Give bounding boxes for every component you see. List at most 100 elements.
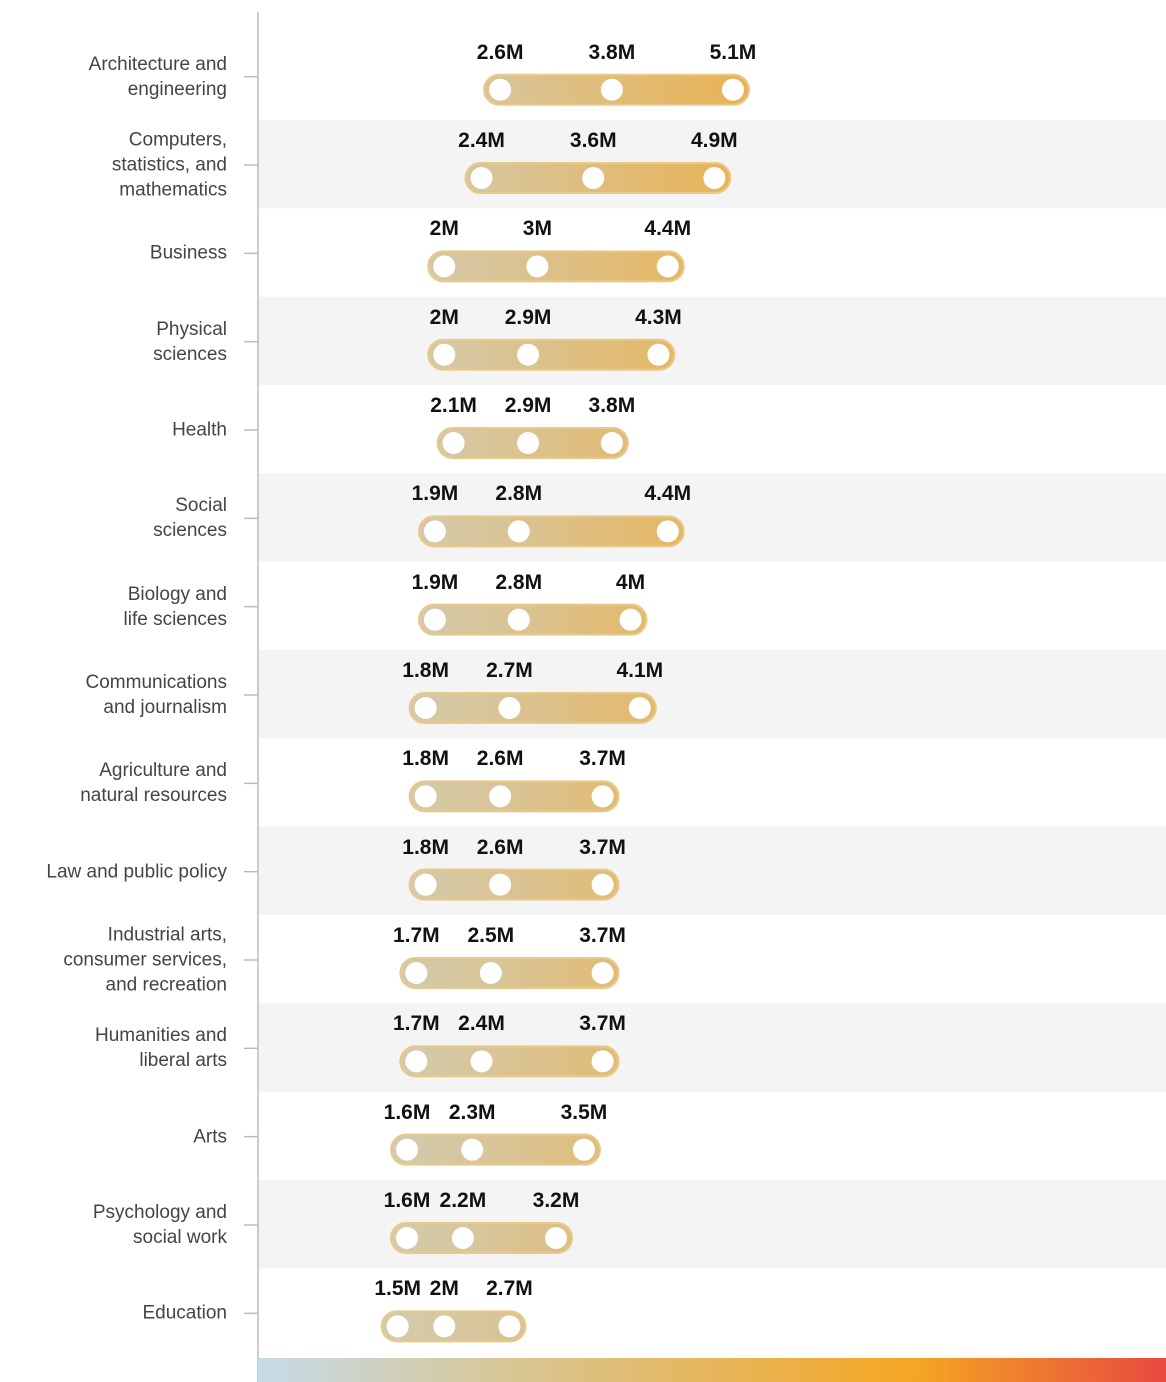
value-label: 4.9M <box>690 129 738 153</box>
range-track <box>427 338 676 371</box>
row-band <box>258 650 1166 739</box>
value-label: 2M <box>429 1277 459 1301</box>
value-label: 3.7M <box>579 1012 626 1036</box>
value-label: 1.6M <box>383 1100 431 1124</box>
dot <box>517 343 540 366</box>
dot <box>703 167 726 190</box>
value-label: 2.6M <box>476 835 524 859</box>
dot <box>433 343 456 366</box>
dot <box>600 78 623 101</box>
category-label: Law and public policy <box>46 861 227 883</box>
range-track <box>417 603 648 636</box>
dot <box>396 1226 419 1249</box>
category-label: Communications and journalism <box>85 672 228 718</box>
category-label: Industrial arts, consumer services, and … <box>63 924 227 996</box>
category-label: Computers, statistics, and mathematics <box>111 129 227 201</box>
value-label: 1.8M <box>402 835 449 859</box>
dot <box>414 697 437 720</box>
value-label: 3.8M <box>588 394 636 418</box>
value-label: 2.7M <box>486 1277 533 1301</box>
dot <box>489 785 512 808</box>
value-label: 1.6M <box>383 1188 431 1212</box>
dot <box>526 255 549 278</box>
range-track <box>390 1133 601 1166</box>
category-label: Social sciences <box>153 495 227 542</box>
category-label: Biology and life sciences <box>123 583 228 630</box>
value-label: 2.4M <box>458 1012 505 1036</box>
dot <box>433 1315 456 1338</box>
dot <box>628 697 651 720</box>
value-label: 2.2M <box>439 1188 487 1212</box>
range-track <box>408 868 620 901</box>
dot <box>405 962 428 984</box>
dot <box>498 1315 521 1338</box>
category-label: Agriculture and natural resources <box>80 760 227 807</box>
value-label: 2M <box>429 217 459 241</box>
value-label: 3.5M <box>560 1100 608 1124</box>
dot <box>647 343 670 366</box>
dot <box>572 1138 595 1161</box>
value-label: 3.7M <box>579 747 626 771</box>
category-label: Business <box>149 242 227 264</box>
dot <box>517 432 540 455</box>
dot <box>498 697 521 720</box>
dot <box>656 520 679 543</box>
dot <box>591 1050 614 1073</box>
value-label: 2M <box>429 305 459 329</box>
value-label: 2.8M <box>495 570 543 594</box>
dot <box>414 785 437 808</box>
value-label: 3.7M <box>579 835 626 859</box>
gradient-bar <box>258 1358 1166 1382</box>
value-label: 2.6M <box>476 747 524 771</box>
dot <box>600 432 623 455</box>
value-label: 4M <box>615 570 646 594</box>
row-band <box>258 826 1166 915</box>
value-label: 1.8M <box>402 659 449 682</box>
range-track <box>390 1221 574 1254</box>
category-label: Health <box>172 419 227 441</box>
dot <box>414 873 437 896</box>
dot <box>582 167 605 190</box>
dot <box>591 962 614 984</box>
dot <box>470 1050 493 1073</box>
value-label: 3.6M <box>569 129 617 153</box>
value-label: 2.5M <box>467 924 515 947</box>
range-track <box>408 780 620 813</box>
dot <box>423 608 446 631</box>
dot <box>423 520 446 543</box>
value-label: 3M <box>522 217 552 241</box>
category-label: Architecture and engineering <box>88 53 227 100</box>
dot <box>619 608 642 631</box>
value-label: 4.4M <box>644 217 692 241</box>
value-label: 1.8M <box>402 747 449 771</box>
dot <box>405 1050 428 1073</box>
value-label: 1.5M <box>374 1277 422 1301</box>
value-label: 3.7M <box>579 924 626 947</box>
dot <box>489 78 512 101</box>
dot <box>396 1138 419 1161</box>
value-label: 2.1M <box>430 394 477 418</box>
value-label: 2.3M <box>448 1100 496 1124</box>
value-label: 2.9M <box>504 394 552 418</box>
dot <box>545 1226 568 1249</box>
dot <box>461 1138 484 1161</box>
dot <box>507 520 530 543</box>
dot <box>591 873 614 896</box>
value-label: 5.1M <box>709 40 757 64</box>
value-label: 3.8M <box>588 40 636 64</box>
row-band <box>258 296 1166 386</box>
value-label: 1.9M <box>411 482 459 506</box>
value-label: 2.4M <box>458 129 505 153</box>
value-label: 4.4M <box>644 482 692 506</box>
value-label: 4.3M <box>635 305 682 329</box>
dot <box>489 873 512 896</box>
range-track <box>417 515 685 548</box>
row-band <box>258 473 1166 562</box>
dot <box>507 608 530 631</box>
value-label: 2.6M <box>476 40 524 64</box>
range-track <box>408 692 657 725</box>
dot <box>433 255 456 278</box>
value-label: 2.9M <box>504 305 552 329</box>
